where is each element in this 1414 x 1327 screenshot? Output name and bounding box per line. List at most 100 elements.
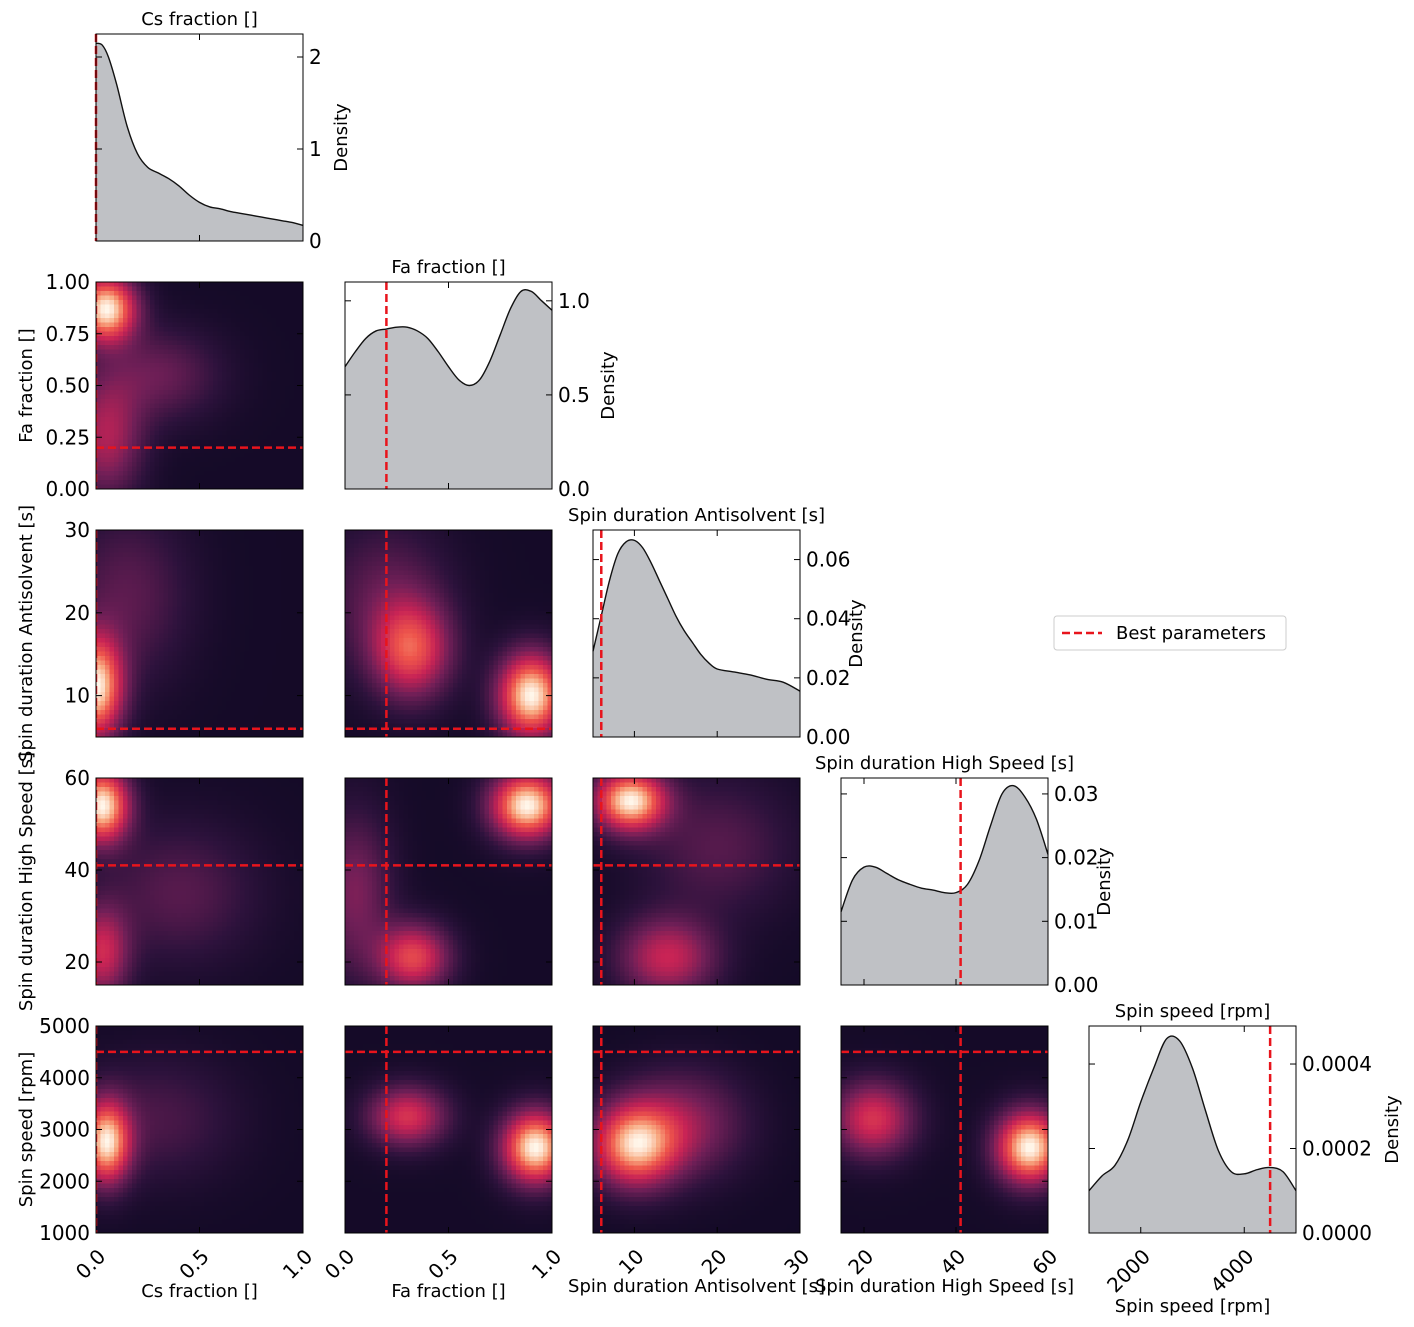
heatmap-cell bbox=[367, 561, 373, 567]
heatmap-cell bbox=[294, 381, 300, 387]
heatmap-cell bbox=[109, 714, 115, 720]
heatmap-cell bbox=[231, 466, 237, 472]
heatmap-cell bbox=[199, 318, 205, 324]
heatmap-cell bbox=[136, 381, 142, 387]
heatmap-cell bbox=[217, 606, 223, 612]
heatmap-cell bbox=[249, 692, 255, 698]
heatmap-cell bbox=[150, 286, 156, 292]
heatmap-cell bbox=[199, 624, 205, 630]
heatmap-cell bbox=[168, 732, 174, 737]
heatmap-cell bbox=[163, 349, 169, 355]
heatmap-cell bbox=[298, 633, 303, 639]
heatmap-cell bbox=[258, 336, 264, 342]
heatmap-cell bbox=[150, 656, 156, 662]
heatmap-cell bbox=[235, 322, 241, 328]
heatmap-cell bbox=[186, 642, 192, 648]
heatmap-cell bbox=[199, 363, 205, 369]
heatmap-cell bbox=[109, 584, 115, 590]
heatmap-cell bbox=[249, 471, 255, 477]
heatmap-cell bbox=[547, 557, 552, 563]
heatmap-cell bbox=[253, 367, 259, 373]
heatmap-cell bbox=[271, 435, 277, 441]
heatmap-cell bbox=[168, 723, 174, 729]
heatmap-cell bbox=[231, 462, 237, 468]
heatmap-cell bbox=[475, 539, 481, 545]
heatmap-cell bbox=[123, 732, 129, 737]
heatmap-cell bbox=[118, 295, 124, 301]
heatmap-cell bbox=[543, 530, 549, 536]
heatmap-cell bbox=[195, 417, 201, 423]
heatmap-cell bbox=[105, 381, 111, 387]
heatmap-cell bbox=[132, 439, 138, 445]
heatmap-cell bbox=[417, 539, 423, 545]
heatmap-cell bbox=[231, 322, 237, 328]
heatmap-cell bbox=[285, 701, 291, 707]
heatmap-cell bbox=[199, 322, 205, 328]
heatmap-cell bbox=[498, 543, 504, 549]
heatmap-cell bbox=[109, 426, 115, 432]
heatmap-cell bbox=[163, 394, 169, 400]
heatmap-cell bbox=[507, 543, 513, 549]
heatmap-cell bbox=[285, 313, 291, 319]
heatmap-cell bbox=[199, 633, 205, 639]
heatmap-cell bbox=[190, 687, 196, 693]
heatmap-cell bbox=[181, 376, 187, 382]
heatmap-cell bbox=[280, 286, 286, 292]
heatmap-cell bbox=[475, 552, 481, 558]
heatmap-cell bbox=[507, 548, 513, 554]
heatmap-cell bbox=[222, 665, 228, 671]
heatmap-cell bbox=[190, 394, 196, 400]
heatmap-cell bbox=[235, 394, 241, 400]
heatmap-cell bbox=[262, 714, 268, 720]
heatmap-cell bbox=[240, 399, 246, 405]
heatmap-cell bbox=[430, 593, 436, 599]
heatmap-cell bbox=[222, 286, 228, 292]
heatmap-cell bbox=[172, 408, 178, 414]
heatmap-cell bbox=[127, 642, 133, 648]
heatmap-cell bbox=[390, 579, 396, 585]
heatmap-cell bbox=[267, 309, 273, 315]
heatmap-cell bbox=[271, 412, 277, 418]
heatmap-cell bbox=[267, 552, 273, 558]
heatmap-cell bbox=[96, 552, 102, 558]
heatmap-cell bbox=[267, 714, 273, 720]
heatmap-cell bbox=[276, 633, 282, 639]
heatmap-cell bbox=[298, 408, 303, 414]
heatmap-cell bbox=[199, 439, 205, 445]
heatmap-cell bbox=[298, 615, 303, 621]
heatmap-cell bbox=[145, 412, 151, 418]
heatmap-cell bbox=[109, 435, 115, 441]
heatmap-cell bbox=[294, 570, 300, 576]
heatmap-cell bbox=[520, 548, 526, 554]
heatmap-cell bbox=[222, 349, 228, 355]
heatmap-cell bbox=[258, 606, 264, 612]
heatmap-cell bbox=[543, 552, 549, 558]
heatmap-cell bbox=[118, 651, 124, 657]
heatmap-cell bbox=[204, 597, 210, 603]
heatmap-cell bbox=[430, 534, 436, 540]
heatmap-cell bbox=[127, 291, 133, 297]
heatmap-cell bbox=[154, 358, 160, 364]
heatmap-cell bbox=[154, 669, 160, 675]
heatmap-cell bbox=[172, 426, 178, 432]
heatmap-cell bbox=[96, 300, 102, 306]
heatmap-cell bbox=[244, 403, 250, 409]
heatmap-cell bbox=[222, 534, 228, 540]
heatmap-cell bbox=[181, 426, 187, 432]
heatmap-cell bbox=[186, 444, 192, 450]
heatmap-cell bbox=[529, 561, 535, 567]
heatmap-cell bbox=[114, 714, 120, 720]
heatmap-cell bbox=[123, 615, 129, 621]
heatmap-cell bbox=[349, 593, 355, 599]
heatmap-cell bbox=[208, 696, 214, 702]
heatmap-cell bbox=[109, 471, 115, 477]
heatmap-cell bbox=[100, 696, 106, 702]
heatmap-cell bbox=[253, 660, 259, 666]
heatmap-cell bbox=[276, 399, 282, 405]
heatmap-cell bbox=[154, 390, 160, 396]
heatmap-cell bbox=[276, 683, 282, 689]
heatmap-cell bbox=[118, 363, 124, 369]
heatmap-cell bbox=[462, 552, 468, 558]
heatmap-cell bbox=[276, 340, 282, 346]
heatmap-cell bbox=[276, 584, 282, 590]
